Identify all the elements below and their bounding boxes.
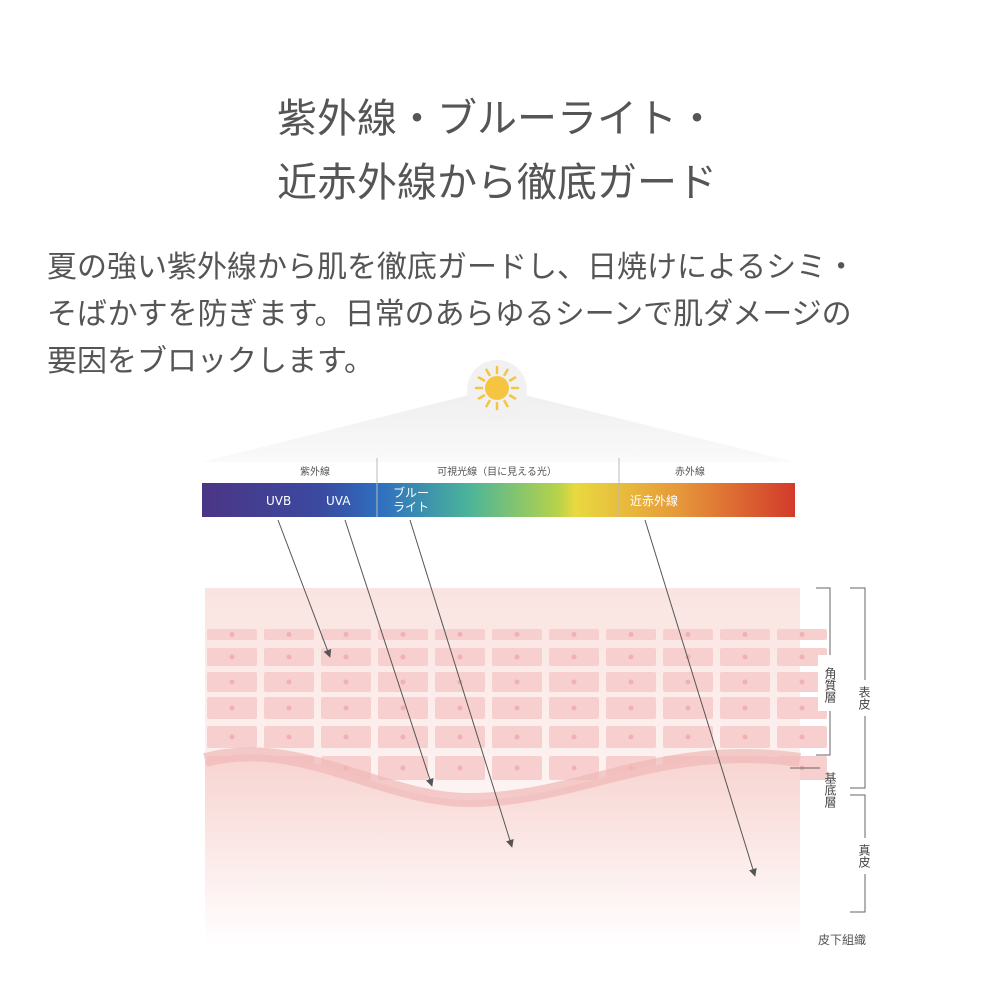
cell-nucleus	[742, 734, 748, 740]
spectrum-bar	[202, 483, 795, 517]
cell-nucleus	[628, 632, 634, 637]
spectrum-group: 紫外線	[300, 465, 330, 478]
cell-nucleus	[628, 654, 634, 660]
cell-nucleus	[457, 654, 463, 660]
cell-nucleus	[571, 765, 577, 771]
description-line: 要因をブロックします。	[47, 344, 374, 379]
cell-nucleus	[343, 679, 349, 685]
cell-nucleus	[286, 654, 292, 660]
cell-nucleus	[685, 679, 691, 685]
cell-nucleus	[400, 705, 406, 711]
cell-nucleus	[571, 734, 577, 740]
cell-nucleus	[799, 654, 805, 660]
cell-nucleus	[343, 632, 349, 637]
cell-nucleus	[571, 654, 577, 660]
cell-nucleus	[229, 679, 235, 685]
cell-nucleus	[457, 765, 463, 771]
sun-ray	[503, 399, 509, 408]
sun-ray	[503, 368, 509, 377]
sun-ray	[508, 394, 517, 400]
layer-label: 基底層	[823, 772, 837, 809]
cell-nucleus	[514, 765, 520, 771]
cell-nucleus	[742, 632, 748, 637]
sun-ray	[477, 376, 486, 382]
cell-nucleus	[514, 654, 520, 660]
arrows	[277, 519, 757, 877]
cell-nucleus	[343, 654, 349, 660]
layer-label: 表皮	[857, 686, 871, 711]
description-line: 夏の強い紫外線から肌を徹底ガードし、日焼けによるシミ・	[47, 250, 856, 285]
sun-ray	[477, 394, 486, 400]
layer-label: 真皮	[857, 844, 871, 869]
layer-label: 角質層	[823, 667, 837, 704]
cell-nucleus	[742, 654, 748, 660]
dermis	[205, 754, 800, 945]
spectrum-group: 可視光線（目に見える光）	[437, 465, 557, 478]
cell-nucleus	[571, 705, 577, 711]
description-line: そばかすを防ぎます。日常のあらゆるシーンで肌ダメージの	[47, 297, 852, 332]
sun-ray	[485, 368, 491, 377]
band-label: ライト	[393, 500, 429, 514]
cell-nucleus	[229, 632, 235, 637]
cell-nucleus	[799, 734, 805, 740]
cell-nucleus	[286, 632, 292, 637]
cell-nucleus	[628, 734, 634, 740]
cell-nucleus	[343, 705, 349, 711]
spectrum-group: 赤外線	[675, 465, 705, 478]
cell-nucleus	[457, 705, 463, 711]
cell-nucleus	[685, 632, 691, 637]
cell-nucleus	[514, 632, 520, 637]
cell-nucleus	[685, 734, 691, 740]
band-label: ブルー	[393, 485, 429, 500]
cell-nucleus	[457, 734, 463, 740]
title-line: 紫外線・ブルーライト・	[277, 96, 717, 142]
band-label: UVA	[326, 494, 351, 508]
cell-nucleus	[286, 734, 292, 740]
cell-nucleus	[229, 734, 235, 740]
title-line: 近赤外線から徹底ガード	[277, 160, 717, 206]
band-label: 近赤外線	[630, 493, 678, 508]
cell-nucleus	[286, 705, 292, 711]
cell-nucleus	[400, 679, 406, 685]
cell-nucleus	[229, 654, 235, 660]
cell-nucleus	[400, 632, 406, 637]
cell-nucleus	[457, 632, 463, 637]
cell-nucleus	[799, 632, 805, 637]
layer-label: 皮下組織	[818, 933, 866, 947]
cell-nucleus	[514, 679, 520, 685]
cell-nucleus	[685, 705, 691, 711]
cell-nucleus	[343, 734, 349, 740]
cell-nucleus	[400, 654, 406, 660]
cell-nucleus	[628, 705, 634, 711]
cell-nucleus	[286, 679, 292, 685]
cell-nucleus	[229, 705, 235, 711]
basal-layer	[203, 747, 801, 808]
cell-nucleus	[400, 765, 406, 771]
sun-icon	[474, 365, 520, 411]
cell-nucleus	[799, 705, 805, 711]
cell-nucleus	[571, 679, 577, 685]
cell-nucleus	[799, 679, 805, 685]
sun-ray	[508, 376, 517, 382]
cell-nucleus	[742, 705, 748, 711]
cell-nucleus	[742, 679, 748, 685]
sun-ray	[485, 399, 491, 408]
band-label: UVB	[266, 494, 291, 508]
cell-nucleus	[400, 734, 406, 740]
cell-nucleus	[571, 632, 577, 637]
light-beam	[202, 388, 795, 462]
cell-nucleus	[628, 679, 634, 685]
cell-nucleus	[514, 734, 520, 740]
cell-nucleus	[514, 705, 520, 711]
